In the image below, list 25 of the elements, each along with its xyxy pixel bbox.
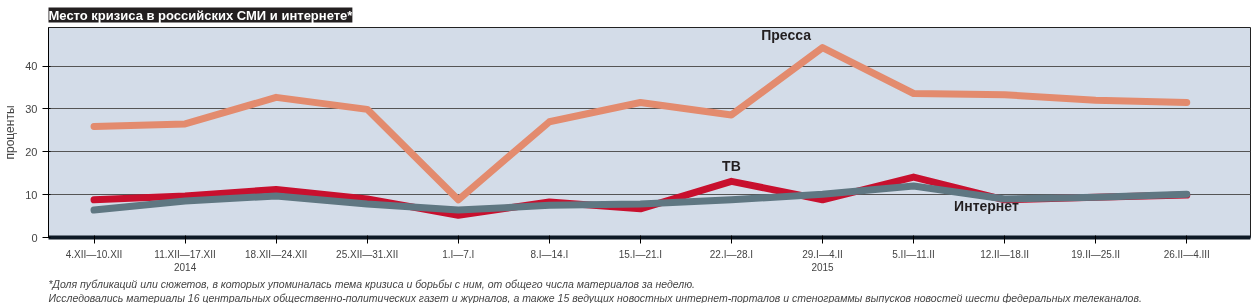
x-tick-label: 25.XII—31.XII [336,248,399,260]
series-label: Интернет [954,197,1019,214]
x-tick-label: 5.II—11.II [892,248,935,260]
text: Исследовались материалы 16 центральных общественно-политических газет и журналов, а также 15 ведущих новостных интернет-порталов и стенограммы выпусков новостей шести федеральных телеканалов. [48,291,1142,303]
x-tick-label: 1.I—7.I [442,248,475,260]
chart-title: Место кризиса в российских СМИ и интернете* [48,7,354,23]
y-tick-label: 40 [25,60,38,73]
y-tick-label: 20 [25,145,38,158]
x-tick-label: 19.II—25.II [1071,248,1121,260]
x-tick-label: 18.XII—24.XII [245,248,308,260]
x-tick-label: 4.XII—10.XII [65,248,123,260]
x-tick-label: 12.II—18.II [980,248,1030,260]
x-tick-label: 8.I—14.I [530,248,569,260]
y-axis-title: проценты [3,105,18,160]
y-tick-label: 30 [25,102,38,115]
x-tick-label: 22.I—28.I [709,248,754,260]
y-tick-label: 10 [25,188,38,201]
x-tick-label: 26.II—4.III [1163,248,1210,260]
series-label: ТВ [722,157,741,174]
x-tick-label: 29.I—4.II 2015 [802,248,843,273]
x-tick-label: 11.XII—17.XII 2014 [154,248,216,273]
series-label: Пресса [761,26,812,43]
y-tick-label: 0 [31,231,38,244]
text: *Доля публикаций или сюжетов, в которых упоминалась тема кризиса и борьбы с ним, от общего числа материалов за неделю. [48,277,695,290]
x-tick-label: 15.I—21.I [618,248,663,260]
